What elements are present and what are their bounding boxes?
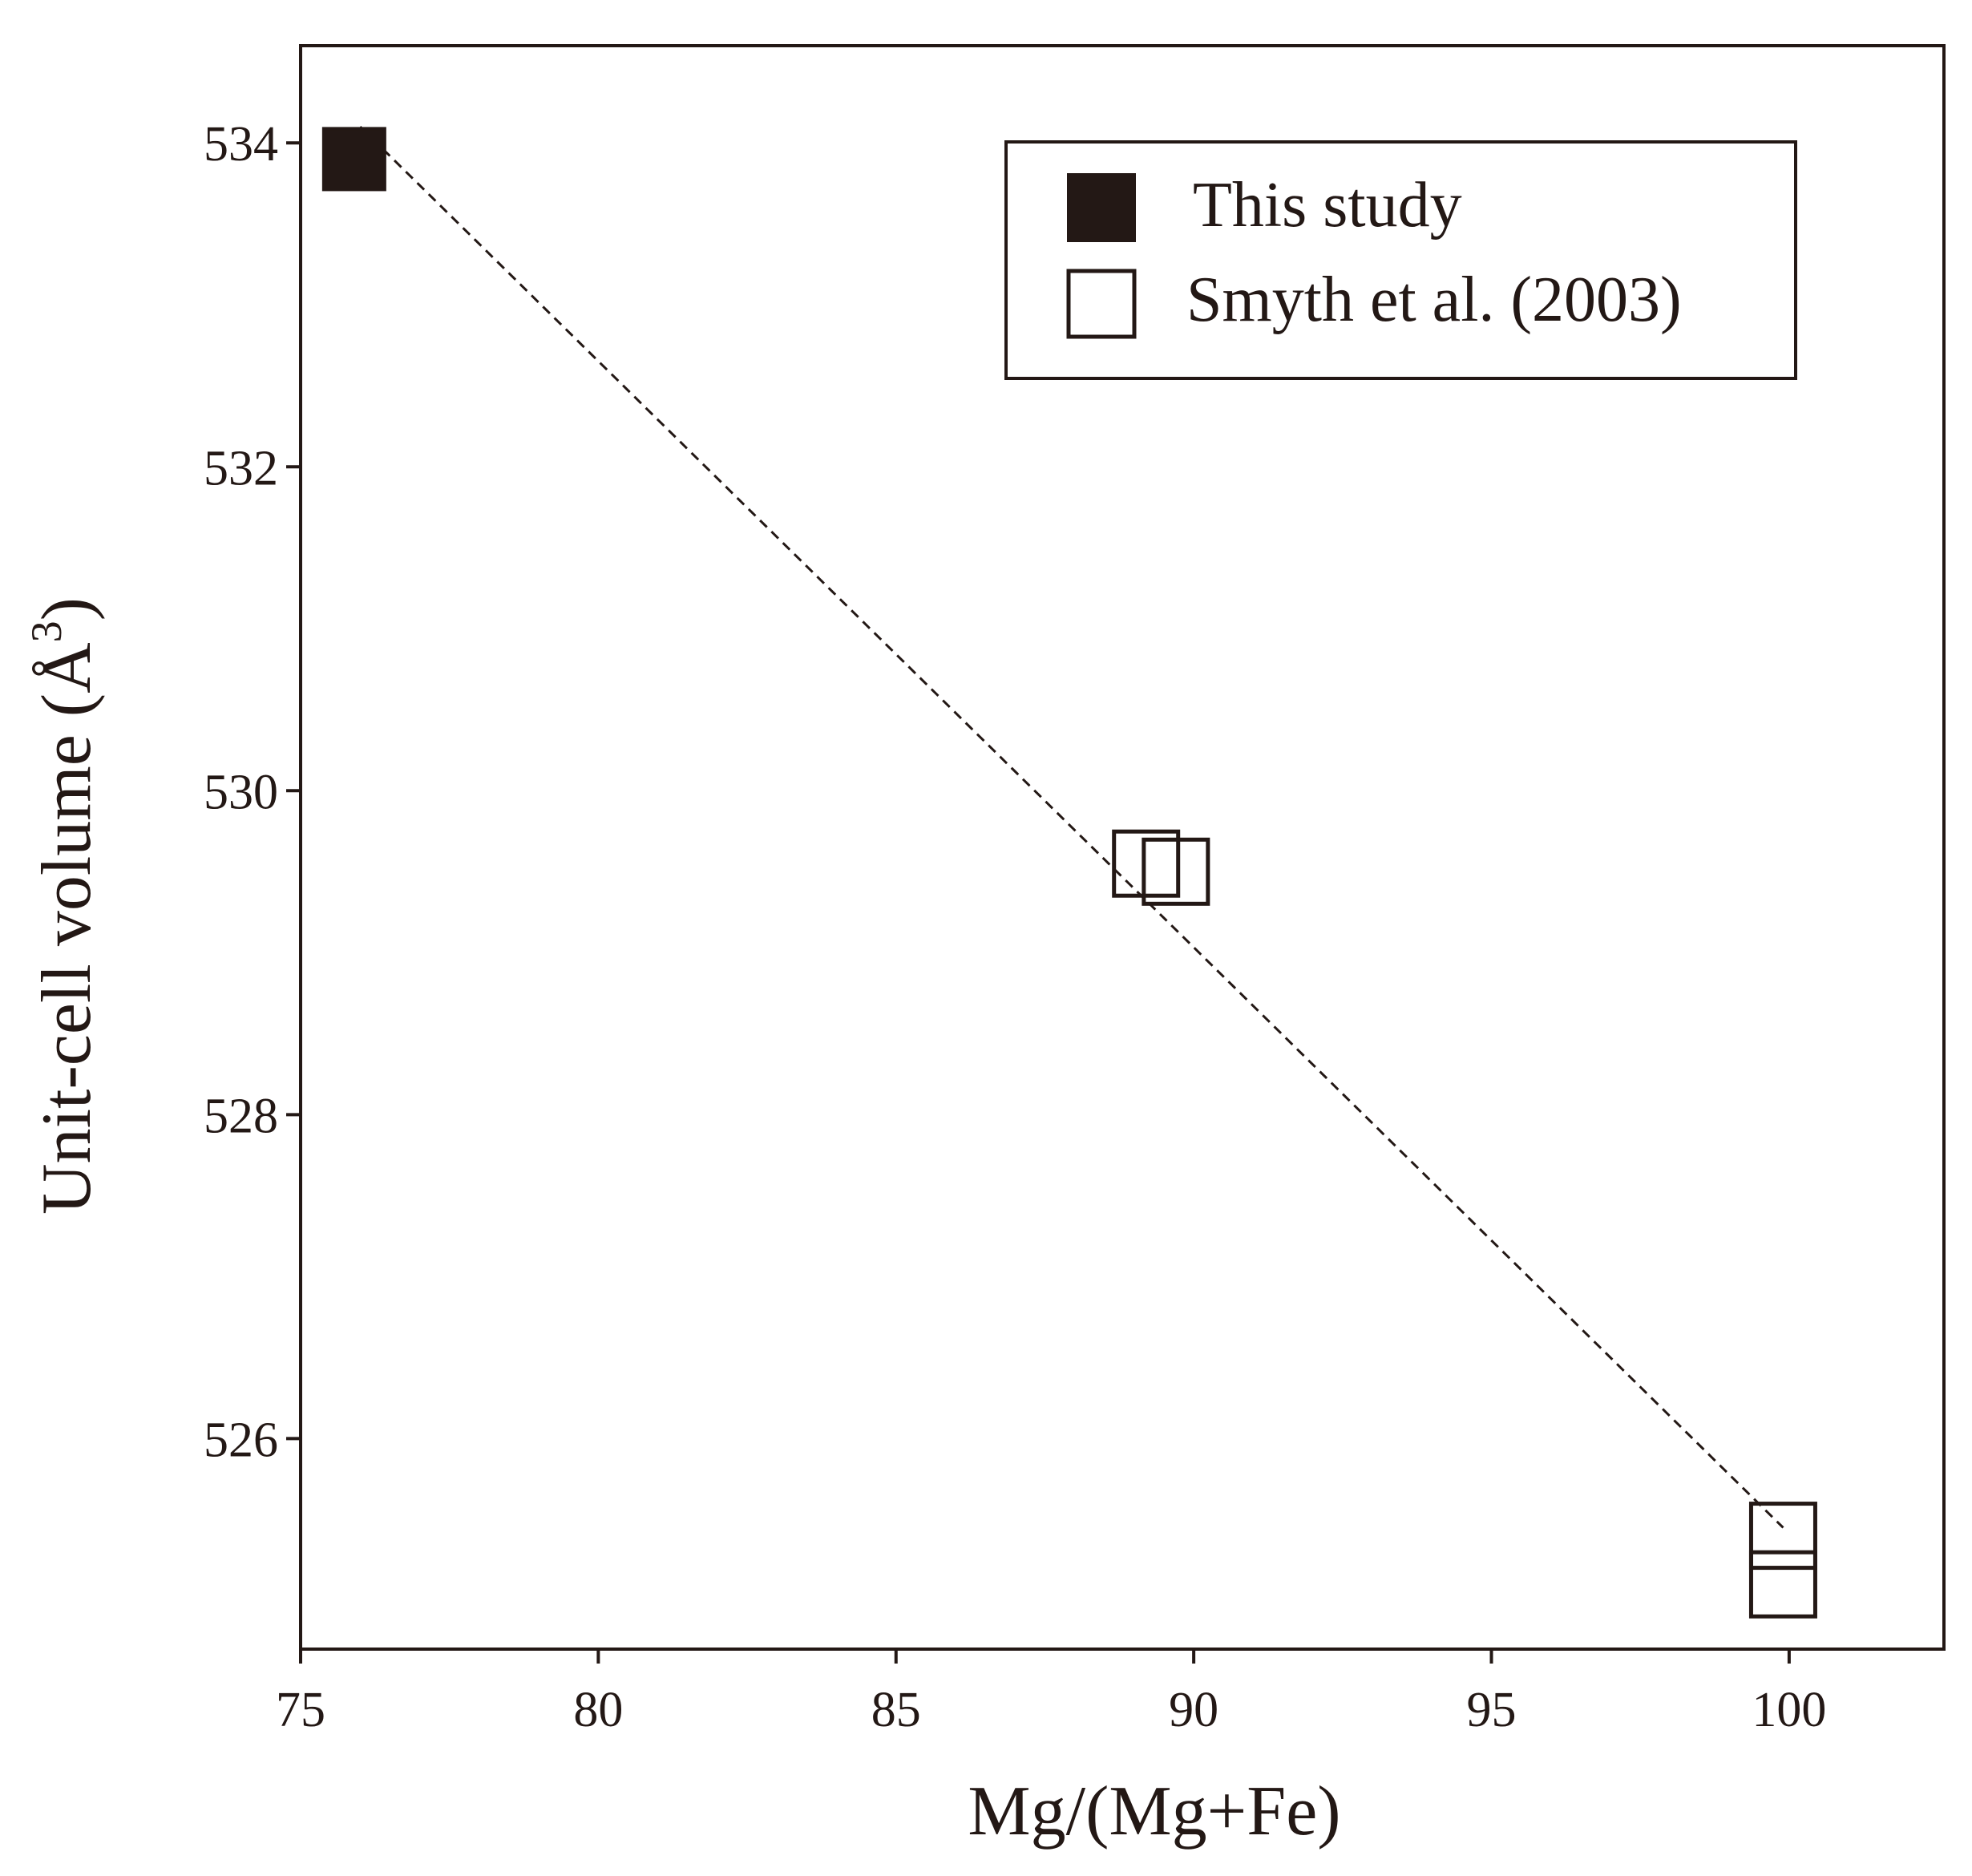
legend-marker-smyth — [1066, 269, 1137, 339]
y-axis-title-main: Unit-cell volume ( — [28, 693, 106, 1215]
data-point-smyth-2003 — [1748, 1502, 1817, 1571]
y-tick-label: 530 — [204, 765, 278, 819]
x-axis-ticks: 75 80 85 90 95 100 — [276, 1649, 1826, 1737]
x-tick-label: 100 — [1752, 1683, 1826, 1737]
fit-line-layer — [359, 125, 1784, 1529]
x-tick-label: 80 — [573, 1683, 623, 1737]
plot-area-frame — [299, 44, 1946, 1651]
data-point-this-study — [321, 127, 386, 192]
legend-label-this-study: This study — [1193, 170, 1462, 241]
y-axis-ticks: 526 528 530 532 534 — [204, 117, 301, 1467]
data-point-smyth-2003 — [1748, 1550, 1817, 1619]
legend: This study Smyth et al. (2003) — [1004, 140, 1797, 380]
legend-label-smyth: Smyth et al. (2003) — [1186, 265, 1682, 335]
y-axis-title-superscript: 3 — [22, 621, 71, 642]
y-tick-label: 526 — [204, 1413, 278, 1467]
y-tick-label: 532 — [204, 441, 278, 495]
y-axis-title-close: ) — [28, 597, 106, 621]
x-tick-label: 95 — [1467, 1683, 1517, 1737]
dashed-fit-line — [359, 125, 1784, 1529]
data-point-smyth-2003 — [1142, 837, 1210, 906]
x-tick-label: 75 — [276, 1683, 325, 1737]
x-tick-label: 85 — [871, 1683, 921, 1737]
data-point-smyth-2003 — [1112, 829, 1181, 898]
legend-marker-this-study — [1067, 173, 1136, 242]
data-points-layer — [321, 127, 1817, 1619]
y-tick-label: 528 — [204, 1089, 278, 1143]
y-axis-title: Unit-cell volume (Å3) — [22, 597, 106, 1215]
legend-box — [1004, 140, 1797, 380]
x-tick-label: 90 — [1169, 1683, 1218, 1737]
x-axis-title: Mg/(Mg+Fe) — [968, 1773, 1340, 1850]
y-axis-title-unit: Å — [28, 642, 106, 693]
y-tick-label: 534 — [204, 117, 278, 172]
